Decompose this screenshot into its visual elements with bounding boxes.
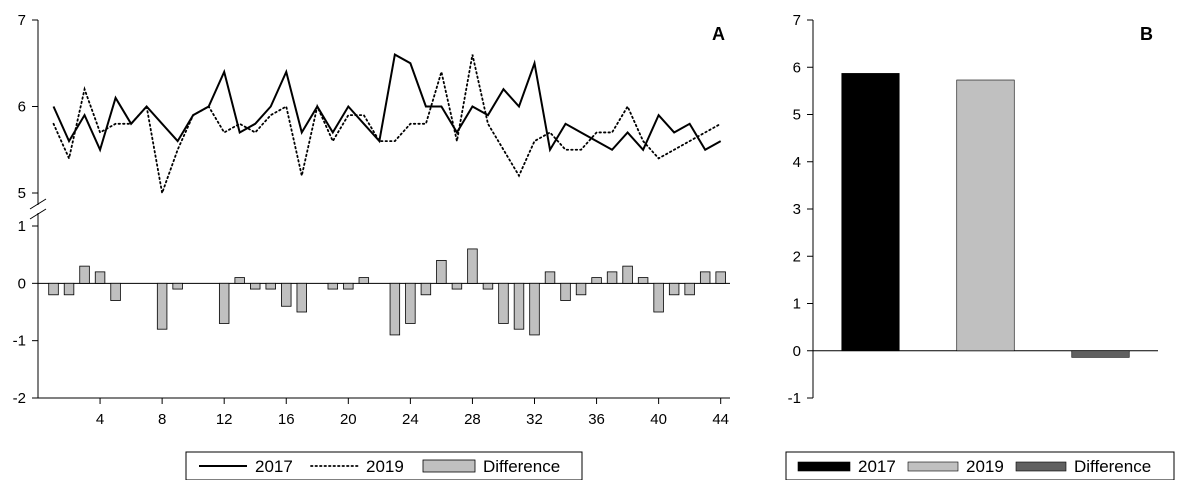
difference-bar [684,282,695,296]
panel-label-a: A [712,24,725,44]
difference-bar [358,277,370,284]
bar-2019 [956,79,1015,352]
difference-bar [110,282,121,301]
legend-swatch-difference [422,459,476,473]
series-line-2019 [52,54,722,197]
difference-bar [622,265,633,284]
difference-bar [715,271,726,284]
difference-bar [234,277,245,284]
difference-bar [281,282,292,307]
panel-b: -1 0 1 2 3 4 5 6 7 B 2017 2019 Difference [785,12,1175,480]
difference-bar [482,282,494,290]
legend-swatch-2017 [797,461,851,472]
difference-bar [405,282,416,324]
y-tick-label: 7 [18,12,26,29]
difference-bar [156,282,168,330]
y-tick-label: 6 [793,59,801,76]
difference-bar [250,282,261,290]
y-tick-label: 6 [18,99,26,116]
y-tick-label: 1 [793,296,801,313]
difference-bar [575,282,587,296]
difference-bar [63,282,75,296]
x-tick-label: 4 [96,411,104,428]
x-tick-label: 24 [402,411,419,428]
y-tick-label: -2 [13,390,26,407]
bar-difference [1071,350,1130,358]
panel-label-b: B [1140,24,1153,44]
difference-bar [529,282,540,336]
difference-bar [699,271,711,284]
difference-bar [544,271,556,284]
y-tick-label: 5 [793,107,801,124]
y-tick-label: -1 [788,390,801,407]
panel-a: 5 6 7 -2 -1 0 1 4 8 12 16 20 24 28 32 36 40 44 A 2017 2019 Di… [13,12,730,480]
y-tick-label: 5 [18,185,26,202]
x-tick-label: 8 [158,411,166,428]
difference-bar [172,282,183,290]
difference-bar [653,282,664,313]
legend-box [785,451,1175,480]
legend-swatch-2019 [907,461,959,472]
series-line-2017 [52,53,722,153]
difference-bar [48,282,59,296]
difference-bar [296,282,307,313]
difference-bar [451,282,463,290]
difference-bar [560,282,571,301]
y-tick-label: 0 [793,343,801,360]
difference-bar [218,282,230,324]
difference-bar [668,282,680,296]
difference-bar [467,248,478,284]
difference-bar [591,277,602,284]
difference-bar [513,282,525,330]
difference-bar [94,271,106,284]
y-tick-label: 1 [18,218,26,235]
legend-box [185,451,583,480]
legend-label-2017: 2017 [255,457,293,476]
legend-label-difference: Difference [1074,457,1151,476]
y-tick-label: -1 [13,333,26,350]
difference-bar [420,282,432,296]
legend-label-2019: 2019 [366,457,404,476]
legend-swatch-difference [1015,461,1067,472]
legend-label-2019: 2019 [966,457,1004,476]
difference-bar [498,282,509,324]
axis-break-mark [29,198,47,210]
axis-break-mark [29,208,47,220]
y-tick-label: 2 [793,248,801,265]
y-tick-label: 4 [793,154,801,171]
difference-bar [637,277,649,284]
x-tick-label: 32 [526,411,543,428]
difference-bar [436,259,447,284]
legend-label-difference: Difference [483,457,560,476]
difference-bar [343,282,354,290]
x-tick-label: 36 [588,411,605,428]
x-tick-label: 28 [464,411,481,428]
difference-bar [79,265,90,284]
bar-2017 [841,73,900,352]
legend-label-2017: 2017 [858,457,896,476]
x-tick-label: 12 [216,411,233,428]
x-tick-label: 16 [278,411,295,428]
x-tick-label: 40 [650,411,667,428]
difference-bar [265,282,276,290]
difference-bar [389,282,401,336]
difference-bar [606,271,618,284]
x-tick-label: 20 [340,411,357,428]
difference-bar [327,282,339,290]
y-tick-label: 3 [793,201,801,218]
x-tick-label: 44 [712,411,729,428]
y-tick-label: 0 [18,275,26,292]
y-tick-label: 7 [793,12,801,29]
